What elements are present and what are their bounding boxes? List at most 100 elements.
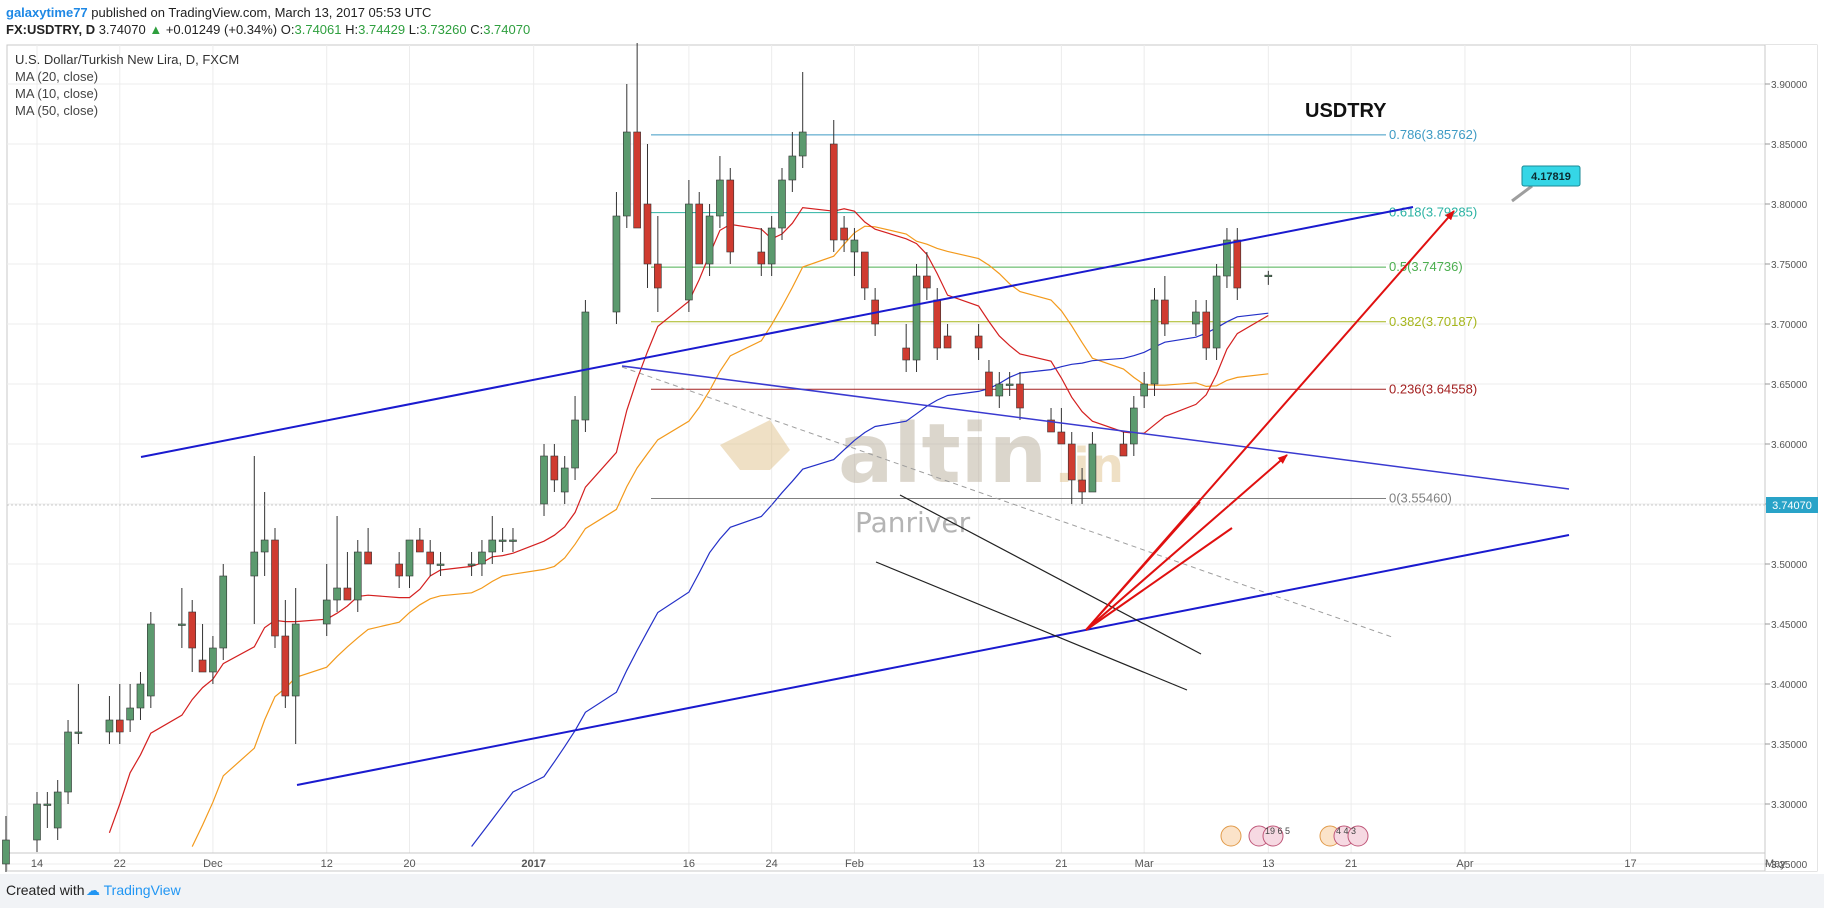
- candle-body-down: [416, 539, 424, 553]
- candle: [1067, 432, 1076, 504]
- candle: [912, 264, 921, 372]
- candle: [478, 540, 486, 576]
- price-tick-label: 3.80000: [1771, 200, 1808, 211]
- event-flag-icon[interactable]: [1262, 825, 1284, 847]
- candle: [1047, 408, 1055, 433]
- candle: [829, 120, 838, 252]
- candle: [74, 684, 83, 744]
- candle-body-up: [716, 179, 724, 217]
- candle: [291, 588, 300, 744]
- channel-upper-line[interactable]: [140, 206, 1414, 458]
- candle: [1016, 372, 1024, 420]
- target-callout[interactable]: 4.17819: [1511, 165, 1581, 203]
- candle-body-up: [612, 215, 621, 313]
- arrow-segment[interactable]: [1085, 527, 1233, 631]
- candle-body-up: [705, 215, 714, 265]
- candle: [1088, 432, 1097, 493]
- candle: [1161, 276, 1169, 336]
- time-tick-label: 13: [972, 858, 984, 870]
- candle-body-up: [436, 563, 445, 566]
- candle-body-up: [333, 587, 341, 601]
- candle: [1130, 396, 1138, 456]
- published-text: published on TradingView.com, March 13, …: [87, 5, 432, 20]
- candle-body-up: [1150, 299, 1159, 385]
- event-flag-icon[interactable]: [1347, 825, 1369, 847]
- price-chart[interactable]: 3.25000 3.30000 3.35000 3.40000 3.45000 3.500…: [0, 43, 1824, 872]
- ma20-line: [191, 225, 1269, 847]
- candle: [426, 540, 434, 576]
- arrow-segment[interactable]: [1085, 501, 1201, 631]
- candle-body-up: [260, 539, 269, 553]
- candle: [923, 252, 931, 300]
- candle-body-down: [633, 131, 641, 229]
- candle: [364, 528, 372, 565]
- time-tick-label: Feb: [845, 858, 864, 870]
- event-markers[interactable]: 19 6 5 4 4 3: [1220, 825, 1369, 847]
- candle: [1233, 228, 1242, 300]
- price-axis-bg: [1765, 45, 1817, 871]
- price-tick-label: 3.30000: [1771, 800, 1808, 811]
- candle: [281, 600, 290, 708]
- event-flag-icon[interactable]: [1220, 825, 1242, 847]
- candle-body-down: [695, 203, 704, 265]
- candle: [974, 324, 983, 360]
- candle-body-down: [188, 611, 197, 649]
- tradingview-logo-icon[interactable]: ☁ TradingView: [86, 882, 181, 898]
- candle-body-up: [467, 563, 476, 566]
- up-arrow-icon: ▲: [149, 22, 163, 37]
- price-tick-label: 3.70000: [1771, 320, 1808, 331]
- candle-body-down: [281, 635, 290, 697]
- candle: [333, 516, 341, 612]
- candle: [271, 528, 279, 648]
- candle: [767, 216, 776, 276]
- candle: [219, 564, 228, 660]
- fib-trend-line[interactable]: [621, 366, 1393, 638]
- legend-ma50[interactable]: MA (50, close): [15, 103, 98, 118]
- channel-resistance-line[interactable]: [899, 494, 1202, 655]
- candle: [560, 456, 569, 504]
- candle-body-down: [1233, 239, 1242, 289]
- candle-body-down: [1119, 443, 1128, 457]
- descending-trendline[interactable]: [621, 365, 1570, 490]
- candle-body-up: [995, 383, 1004, 397]
- time-tick-label: 2017: [521, 858, 545, 870]
- candle: [416, 528, 424, 553]
- channel-lower-line[interactable]: [296, 534, 1570, 786]
- candle-body-down: [1067, 443, 1076, 481]
- time-tick-label: 20: [403, 858, 415, 870]
- drawings[interactable]: [140, 206, 1570, 786]
- candle: [726, 168, 735, 264]
- watermark-text: altin: [838, 407, 1047, 502]
- candle: [798, 72, 807, 168]
- candle: [467, 552, 476, 576]
- candle-body-up: [126, 707, 134, 721]
- candle: [260, 492, 269, 576]
- close-label: C:: [470, 22, 484, 37]
- candle: [509, 528, 517, 552]
- legend-ma10[interactable]: MA (10, close): [15, 86, 98, 101]
- candle: [136, 672, 145, 720]
- channel-support-line[interactable]: [875, 561, 1188, 691]
- candle-body-up: [33, 803, 41, 841]
- candle-body-up: [850, 239, 859, 253]
- candle: [550, 444, 559, 492]
- author-link[interactable]: galaxytime77: [6, 5, 88, 20]
- candle-body-down: [198, 659, 207, 673]
- candle-body-up: [1130, 407, 1138, 445]
- candle: [353, 540, 362, 612]
- legend-ma20[interactable]: MA (20, close): [15, 69, 98, 84]
- price-tick-label: 3.45000: [1771, 620, 1808, 631]
- candle: [43, 792, 52, 828]
- candle: [405, 539, 414, 588]
- candle: [716, 156, 724, 228]
- candle-body-down: [923, 275, 931, 289]
- price-tick-label: 3.65000: [1771, 380, 1808, 391]
- candle: [33, 792, 41, 852]
- plot-frame: [6, 44, 1818, 872]
- candle-body-up: [1212, 275, 1221, 349]
- candle: [322, 564, 331, 636]
- footer-brand[interactable]: TradingView: [103, 882, 181, 898]
- candle: [654, 216, 662, 312]
- arrow-to-resistance[interactable]: [1085, 454, 1288, 631]
- target-badge[interactable]: [1521, 165, 1581, 187]
